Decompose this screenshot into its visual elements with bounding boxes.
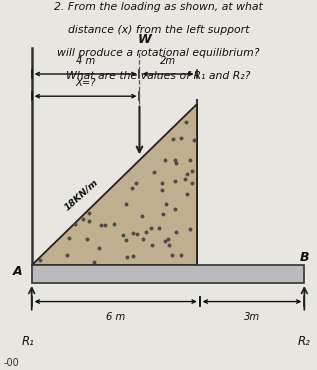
Point <box>172 206 177 212</box>
Point <box>171 136 176 142</box>
Point <box>140 213 145 219</box>
Point <box>187 226 192 232</box>
Point <box>67 235 72 241</box>
Point <box>65 252 70 258</box>
Point <box>167 242 172 248</box>
Text: B: B <box>300 250 309 264</box>
Text: 4 m: 4 m <box>76 56 95 66</box>
Point <box>185 191 190 196</box>
Point <box>178 135 184 141</box>
Point <box>162 239 167 245</box>
Point <box>184 171 189 176</box>
Point <box>124 237 129 243</box>
Point <box>73 221 78 227</box>
Point <box>165 236 170 242</box>
Point <box>37 257 42 263</box>
Text: 2. From the loading as shown, at what: 2. From the loading as shown, at what <box>54 2 263 12</box>
Point <box>169 252 174 258</box>
Point <box>130 253 135 259</box>
Point <box>97 245 102 250</box>
Point <box>162 158 167 164</box>
Point <box>124 253 129 259</box>
Polygon shape <box>32 104 197 265</box>
Point <box>87 210 92 216</box>
Text: What are the values of R₁ and R₂?: What are the values of R₁ and R₂? <box>66 71 251 81</box>
Point <box>160 187 165 193</box>
Point <box>179 252 184 258</box>
Point <box>173 178 178 184</box>
Text: will produce a rotational equilibrium?: will produce a rotational equilibrium? <box>57 48 260 58</box>
Point <box>141 236 146 242</box>
Point <box>174 160 179 166</box>
Point <box>149 242 154 248</box>
Point <box>103 222 108 228</box>
Point <box>112 221 117 227</box>
Point <box>172 157 177 163</box>
Text: 3m: 3m <box>244 312 260 322</box>
Point <box>130 230 135 236</box>
Point <box>124 201 129 207</box>
Point <box>159 180 164 186</box>
Point <box>143 229 148 235</box>
Point <box>98 222 103 228</box>
Text: X=?: X=? <box>75 78 96 88</box>
Text: 18KN/m: 18KN/m <box>62 177 100 212</box>
Bar <box>32 265 304 283</box>
Point <box>192 137 197 142</box>
Point <box>184 119 189 125</box>
Point <box>134 231 139 237</box>
Text: -00: -00 <box>3 358 19 368</box>
Point <box>121 232 126 238</box>
Point <box>149 225 154 231</box>
Text: 2m: 2m <box>160 56 176 66</box>
Text: R₁: R₁ <box>22 335 35 348</box>
Point <box>163 201 168 207</box>
Point <box>189 179 194 185</box>
Point <box>151 169 156 175</box>
Point <box>174 229 179 235</box>
Point <box>84 236 89 242</box>
Point <box>189 168 194 174</box>
Point <box>157 225 162 231</box>
Point <box>160 211 165 217</box>
Text: distance (x) from the left support: distance (x) from the left support <box>68 25 249 35</box>
Text: W: W <box>137 33 151 46</box>
Point <box>87 218 92 223</box>
Text: R₂: R₂ <box>298 335 311 348</box>
Text: 6 m: 6 m <box>106 312 125 322</box>
Point <box>183 176 188 182</box>
Text: A: A <box>13 265 22 279</box>
Point <box>81 216 86 222</box>
Point <box>133 180 138 186</box>
Point <box>92 259 97 265</box>
Point <box>187 158 192 164</box>
Point <box>129 185 134 191</box>
